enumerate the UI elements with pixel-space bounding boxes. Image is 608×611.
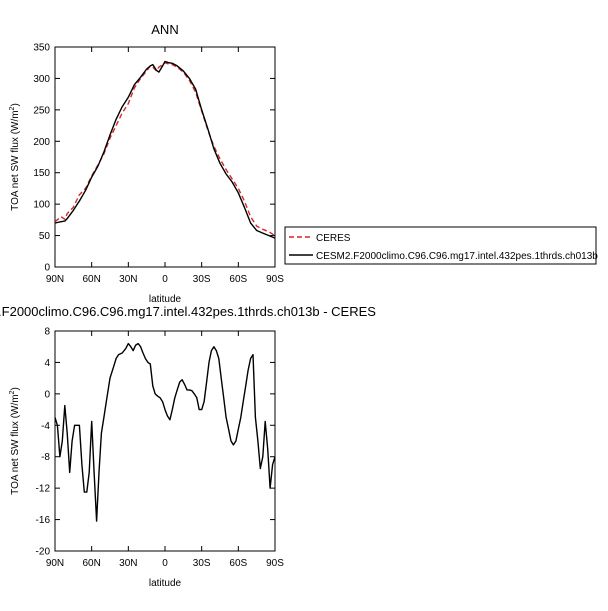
top-chart-title: ANN xyxy=(151,22,178,37)
top-series-group xyxy=(54,60,276,239)
top-y-axis-label: TOA net SW flux (W/m2) xyxy=(9,103,21,211)
top-y-tick-label-5: 250 xyxy=(33,105,50,116)
top-y-tick-label-0: 0 xyxy=(44,263,50,274)
bottom-x-axis-label: latitude xyxy=(149,578,182,589)
top-series-line-0 xyxy=(54,62,276,237)
bottom-y-tick-label-1: -16 xyxy=(36,515,51,526)
top-x-tick-label-1: 60N xyxy=(82,274,100,285)
top-y-tick-label-4: 200 xyxy=(33,137,50,148)
top-x-tick-label-3: 0 xyxy=(162,274,168,285)
top-y-ticks: 0 50 100 150 200 250 300 350 xyxy=(33,43,275,274)
top-x-tick-label-5: 60S xyxy=(229,274,247,285)
bottom-x-ticks: 90N 60N 30N 0 30S 60S 90S xyxy=(46,331,284,569)
legend-label-model: CESM2.F2000climo.C96.C96.mg17.intel.432p… xyxy=(316,251,598,262)
legend: CERES CESM2.F2000climo.C96.C96.mg17.inte… xyxy=(284,226,598,265)
legend-box xyxy=(284,226,597,265)
bottom-x-tick-label-3: 0 xyxy=(162,558,168,569)
top-x-tick-label-4: 30S xyxy=(193,274,211,285)
bottom-y-tick-label-3: -8 xyxy=(41,452,50,463)
bottom-series-group xyxy=(54,342,276,522)
top-x-axis-label: latitude xyxy=(149,294,182,305)
bottom-y-axis-label-end: ) xyxy=(10,387,21,390)
bottom-y-axis-label-sup: 2 xyxy=(9,390,16,394)
bottom-y-axis-label: TOA net SW flux (W/m2) xyxy=(9,387,21,495)
top-y-axis-label-end: ) xyxy=(10,103,21,106)
bottom-y-tick-label-2: -12 xyxy=(36,484,51,495)
top-y-axis-label-main: TOA net SW flux (W/m xyxy=(10,110,21,210)
bottom-x-tick-label-6: 90S xyxy=(266,558,284,569)
top-x-tick-label-0: 90N xyxy=(46,274,64,285)
bottom-x-tick-label-0: 90N xyxy=(46,558,64,569)
bottom-chart-title: .F2000climo.C96.C96.mg17.intel.432pes.1t… xyxy=(0,304,376,319)
top-x-ticks: 90N 60N 30N 0 30S 60S 90S xyxy=(46,47,284,285)
top-series-line-1 xyxy=(54,60,276,239)
bottom-y-tick-label-4: -4 xyxy=(41,421,50,432)
bottom-x-tick-label-4: 30S xyxy=(193,558,211,569)
bottom-y-tick-label-0: -20 xyxy=(36,547,51,558)
bottom-x-tick-label-5: 60S xyxy=(229,558,247,569)
top-panel: ANN 0 50 100 150 200 250 300 350 90N 60N 30N 0 30S 6… xyxy=(9,22,284,305)
bottom-x-tick-label-1: 60N xyxy=(82,558,100,569)
top-y-tick-label-7: 350 xyxy=(33,43,50,54)
bottom-y-axis-label-main: TOA net SW flux (W/m xyxy=(10,394,21,494)
top-y-tick-label-6: 300 xyxy=(33,74,50,85)
top-plot-frame xyxy=(54,46,276,268)
bottom-plot-frame xyxy=(54,330,276,552)
bottom-y-tick-label-7: 8 xyxy=(44,327,50,338)
top-x-tick-label-6: 90S xyxy=(266,274,284,285)
bottom-series-line-0 xyxy=(54,342,276,522)
top-y-tick-label-1: 50 xyxy=(39,231,51,242)
legend-label-ceres: CERES xyxy=(316,233,351,244)
top-x-tick-label-2: 30N xyxy=(119,274,137,285)
bottom-x-tick-label-2: 30N xyxy=(119,558,137,569)
bottom-y-tick-label-5: 0 xyxy=(44,389,50,400)
top-y-axis-label-sup: 2 xyxy=(9,106,16,110)
bottom-y-tick-label-6: 4 xyxy=(44,358,50,369)
bottom-panel: .F2000climo.C96.C96.mg17.intel.432pes.1t… xyxy=(0,304,376,589)
top-y-tick-label-3: 150 xyxy=(33,168,50,179)
top-y-tick-label-2: 100 xyxy=(33,200,50,211)
